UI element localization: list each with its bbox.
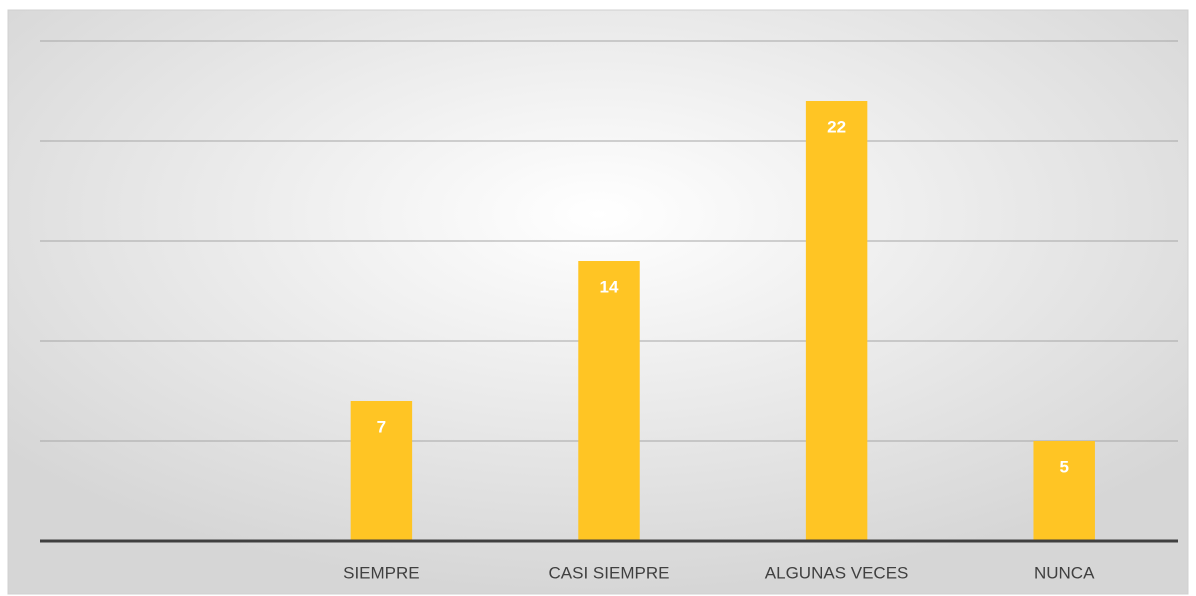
bar: [350, 401, 413, 541]
x-tick-label: ALGUNAS VECES: [765, 563, 909, 582]
data-label: 7: [377, 417, 386, 436]
data-label: 22: [827, 117, 846, 136]
bar: [805, 101, 868, 541]
x-tick-label: NUNCA: [1034, 563, 1095, 582]
x-tick-label: CASI SIEMPRE: [549, 563, 670, 582]
data-label: 14: [600, 277, 619, 296]
data-label: 5: [1059, 457, 1068, 476]
x-tick-label: SIEMPRE: [343, 563, 420, 582]
bar: [1033, 441, 1095, 541]
bar: [578, 261, 640, 541]
